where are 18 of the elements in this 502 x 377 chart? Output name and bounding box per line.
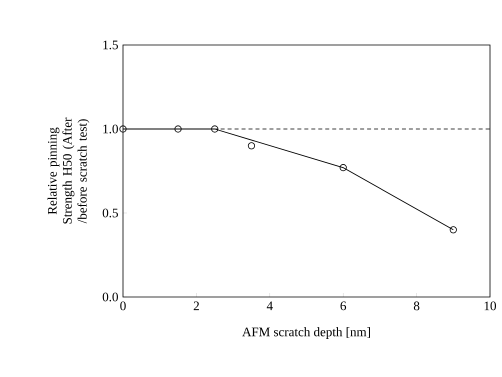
y-tick-label: 1.0 <box>103 124 118 134</box>
x-tick-label: 2 <box>194 302 199 310</box>
point <box>340 164 347 172</box>
point <box>450 226 457 234</box>
point <box>211 125 218 133</box>
x-tick-label: 8 <box>414 302 420 310</box>
x-tick-label: 10 <box>484 302 496 310</box>
x-tick-label: 0 <box>120 302 126 310</box>
y-axis-title: Relative pinning Strength H50 (After /before scratch test) <box>48 118 90 224</box>
y-tick-label: 0.5 <box>102 208 118 218</box>
point <box>248 142 256 150</box>
x-axis-title: AFM scratch depth [nm] <box>242 327 370 339</box>
point <box>119 125 127 133</box>
y-tick-label: 0.0 <box>102 292 118 302</box>
x-tick-label: 4 <box>266 302 273 310</box>
x-tick-label: 6 <box>340 302 346 310</box>
point <box>174 125 182 133</box>
y-tick-label: 1.5 <box>103 40 118 50</box>
